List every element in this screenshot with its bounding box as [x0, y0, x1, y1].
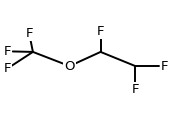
Text: F: F: [4, 62, 11, 75]
Text: F: F: [4, 45, 11, 58]
Text: F: F: [161, 60, 168, 73]
Text: F: F: [25, 27, 33, 40]
Text: F: F: [132, 83, 139, 96]
Text: F: F: [97, 25, 104, 38]
Text: O: O: [64, 60, 75, 73]
